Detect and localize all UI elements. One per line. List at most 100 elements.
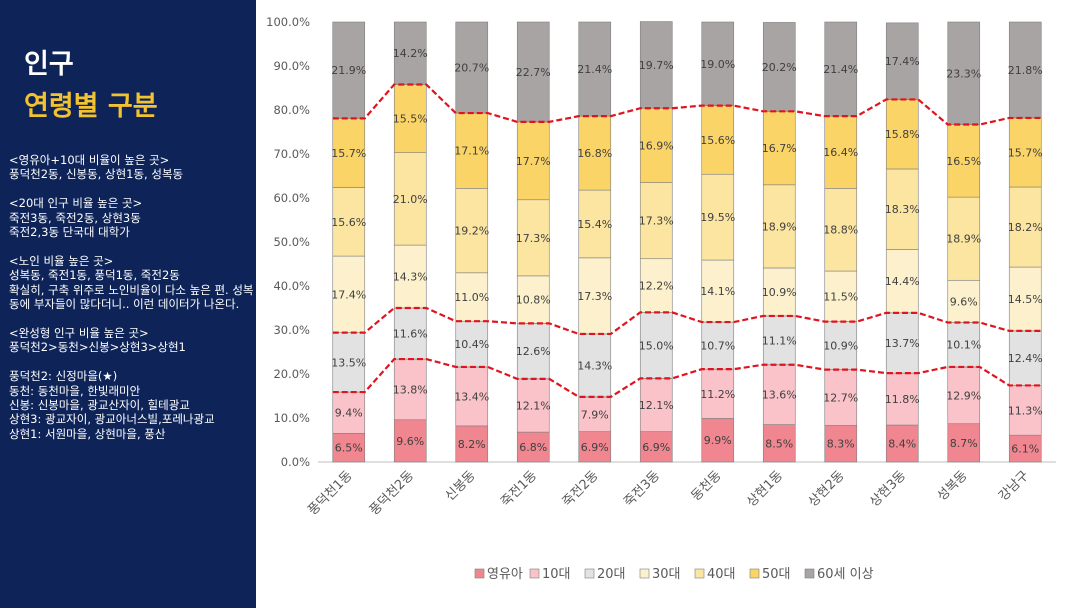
x-tick-label: 동천동	[689, 468, 725, 504]
y-tick-label: 10.0%	[273, 411, 310, 425]
data-label: 17.1%	[454, 145, 489, 158]
bar-segment	[578, 431, 612, 463]
data-label: 11.8%	[885, 393, 920, 406]
bar-segment	[393, 152, 427, 246]
data-label: 17.3%	[639, 215, 674, 228]
bar-segment	[393, 84, 427, 153]
bar-segment	[516, 431, 550, 463]
data-label: 14.2%	[393, 47, 428, 60]
data-label: 16.5%	[946, 155, 981, 168]
bar-segment	[516, 378, 550, 433]
bar-segment	[639, 182, 673, 260]
bar-segment	[393, 419, 427, 463]
data-label: 14.5%	[1008, 293, 1043, 306]
slide-subtitle: 연령별 구분	[24, 91, 158, 122]
bar-segment	[516, 199, 550, 277]
bar-segment	[947, 21, 981, 125]
data-label: 6.9%	[581, 441, 609, 454]
bar-segment	[885, 249, 919, 314]
bar-segment	[1008, 117, 1042, 188]
x-tick-label: 죽전1동	[498, 468, 540, 510]
data-label: 12.1%	[516, 399, 551, 412]
y-tick-label: 50.0%	[273, 235, 310, 249]
legend-label: 20대	[597, 567, 626, 582]
legend-label: 60세 이상	[817, 567, 874, 582]
bar-segment	[455, 188, 489, 274]
bar-segment	[762, 22, 796, 112]
bar-segment	[332, 255, 366, 333]
legend-swatch	[694, 568, 705, 579]
data-label: 16.9%	[639, 139, 674, 152]
bar-segment	[947, 279, 981, 323]
data-label: 22.7%	[516, 66, 551, 79]
data-label: 21.8%	[1008, 64, 1043, 77]
data-label: 8.3%	[827, 438, 855, 451]
data-label: 14.3%	[393, 271, 428, 284]
bar-segment	[332, 21, 366, 119]
data-label: 10.9%	[823, 340, 858, 353]
data-label: 16.4%	[823, 146, 858, 159]
slide-title: 인구	[24, 49, 74, 80]
data-label: 16.8%	[577, 147, 612, 160]
bar-segment	[1008, 330, 1042, 386]
data-label: 13.4%	[454, 390, 489, 403]
data-label: 11.5%	[823, 290, 858, 303]
data-label: 13.5%	[331, 356, 366, 369]
legend-label: 10대	[542, 567, 571, 582]
bar-segment	[762, 424, 796, 463]
data-label: 13.8%	[393, 383, 428, 396]
age-distribution-chart: 0.0% 10.0% 20.0% 30.0% 40.0% 50.0% 60.0% 70.0% 8…	[256, 0, 1081, 608]
bar-segment	[578, 21, 612, 117]
data-label: 23.3%	[946, 67, 981, 80]
data-label: 6.5%	[335, 442, 363, 455]
data-label: 15.7%	[1008, 146, 1043, 159]
bar-segment	[516, 21, 550, 123]
data-label: 16.7%	[762, 142, 797, 155]
bar-segment	[455, 112, 489, 189]
data-label: 12.6%	[516, 345, 551, 358]
data-label: 14.4%	[885, 275, 920, 288]
bar-segment	[455, 366, 489, 427]
x-tick-label: 상현1동	[744, 468, 786, 510]
bar-segment	[578, 396, 612, 432]
bar-segment	[393, 244, 427, 309]
data-label: 9.9%	[704, 434, 732, 447]
bar-segment	[885, 424, 919, 463]
bar-segment	[455, 425, 489, 463]
data-label: 20.2%	[762, 61, 797, 74]
bar-segment	[885, 312, 919, 374]
bar-segment	[455, 272, 489, 322]
data-label: 11.3%	[1008, 404, 1043, 417]
data-label: 10.1%	[946, 339, 981, 352]
legend-label: 30대	[652, 567, 681, 582]
bar-segment	[639, 312, 673, 379]
chart-svg: 0.0% 10.0% 20.0% 30.0% 40.0% 50.0% 60.0% 70.0% 8…	[266, 15, 1056, 582]
y-tick-label: 40.0%	[273, 279, 310, 293]
data-label: 19.0%	[700, 58, 735, 71]
bar-segment	[332, 187, 366, 257]
data-label: 10.9%	[762, 286, 797, 299]
data-label: 19.5%	[700, 211, 735, 224]
x-tick-label: 죽전3동	[621, 468, 663, 510]
data-label: 8.7%	[950, 437, 978, 450]
bar-segment	[701, 105, 735, 175]
data-label: 21.4%	[577, 63, 612, 76]
legend-swatch	[749, 568, 760, 579]
data-label: 12.4%	[1008, 352, 1043, 365]
data-label: 10.8%	[516, 294, 551, 307]
y-tick-label: 60.0%	[273, 191, 310, 205]
legend-swatch	[474, 568, 485, 579]
legend-label: 40대	[707, 567, 736, 582]
data-label: 10.4%	[454, 338, 489, 351]
data-label: 11.1%	[762, 334, 797, 347]
bar-segment	[885, 168, 919, 250]
data-label: 19.7%	[639, 59, 674, 72]
data-label: 6.8%	[519, 441, 547, 454]
data-label: 15.6%	[700, 134, 735, 147]
bar-segment	[824, 188, 858, 272]
bar-segment	[947, 322, 981, 368]
data-label: 9.6%	[396, 435, 424, 448]
bar-segment	[762, 364, 796, 425]
data-label: 13.6%	[762, 389, 797, 402]
bar-segment	[1008, 266, 1042, 332]
